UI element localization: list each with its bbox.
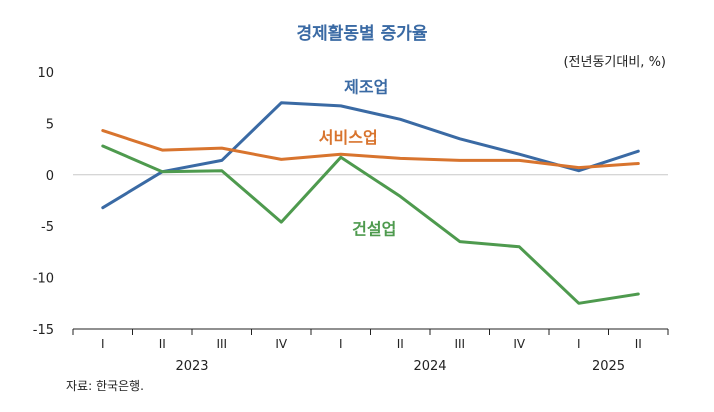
x-tick-label: III [454, 337, 465, 351]
series-label: 서비스업 [319, 128, 378, 147]
x-tick-label: III [216, 337, 227, 351]
y-tick-label: -15 [33, 323, 54, 338]
y-tick-label: -5 [41, 220, 54, 235]
source-note: 자료: 한국은행. [66, 378, 144, 393]
x-tick-label: II [159, 337, 166, 351]
series-line [101, 129, 640, 170]
year-label: 2024 [413, 359, 446, 374]
year-label: 2023 [175, 359, 208, 374]
x-tick-label: II [635, 337, 642, 351]
series-line [101, 144, 640, 305]
x-tick-label: II [397, 337, 404, 351]
x-tick-label: IV [513, 337, 526, 351]
y-tick-label: 0 [46, 169, 54, 184]
year-label: 2025 [592, 359, 625, 374]
x-tick-label: I [577, 337, 581, 351]
series-line [101, 101, 640, 210]
y-tick-label: 10 [37, 66, 54, 81]
x-tick-label: I [339, 337, 343, 351]
x-tick-label: IV [275, 337, 288, 351]
chart-title: 경제활동별 증가율 [296, 23, 427, 44]
x-tick-label: I [101, 337, 105, 351]
y-tick-label: 5 [46, 117, 54, 132]
unit-note: (전년동기대비, %) [563, 55, 666, 70]
y-tick-label: -10 [33, 272, 54, 287]
series-label: 건설업 [352, 219, 396, 238]
series-label: 제조업 [344, 77, 388, 96]
series-lines [101, 101, 640, 305]
